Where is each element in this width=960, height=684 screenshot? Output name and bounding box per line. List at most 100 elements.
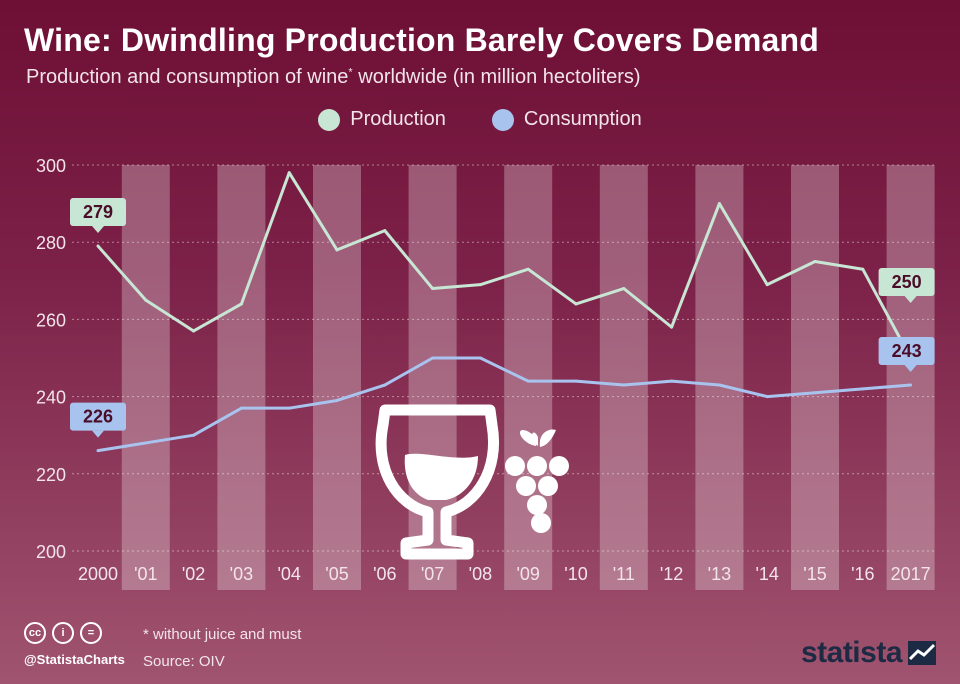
data-point bbox=[192, 433, 196, 437]
data-point bbox=[239, 302, 243, 306]
data-point bbox=[765, 283, 769, 287]
legend-swatch-production bbox=[318, 108, 341, 131]
data-point bbox=[526, 267, 530, 271]
data-point bbox=[813, 260, 817, 263]
data-point bbox=[478, 283, 482, 287]
x-tick-label: '01 bbox=[134, 564, 157, 584]
attribution-icon: i bbox=[52, 622, 74, 644]
value-callout: 279 bbox=[70, 198, 126, 234]
year-stripe bbox=[695, 165, 744, 590]
callout-pointer bbox=[904, 365, 917, 373]
value-callout: 250 bbox=[878, 268, 935, 303]
data-point bbox=[813, 391, 817, 395]
x-tick-label: '10 bbox=[564, 564, 587, 584]
data-point bbox=[287, 171, 291, 175]
statista-logo[interactable]: statista bbox=[801, 636, 936, 670]
x-axis-ticks: 2000 '01 '02 '03 '04 '05 '06 '07 '08 '09 '10 '11 '12… bbox=[78, 564, 931, 584]
x-tick-label: '14 bbox=[755, 564, 778, 584]
social-handle[interactable]: @StatistaCharts bbox=[24, 652, 125, 667]
data-point bbox=[909, 383, 913, 387]
x-tick-label: '07 bbox=[421, 564, 444, 584]
data-point bbox=[717, 383, 721, 387]
callout-box bbox=[878, 337, 935, 366]
value-callout: 226 bbox=[70, 402, 126, 438]
x-tick-label: '09 bbox=[516, 564, 539, 584]
x-tick-label: '15 bbox=[803, 564, 826, 584]
data-point bbox=[861, 267, 865, 271]
data-point bbox=[861, 387, 865, 391]
data-point bbox=[717, 202, 721, 206]
x-tick-label: '16 bbox=[851, 564, 874, 584]
logo-wordmark: statista bbox=[800, 636, 903, 669]
no-derivatives-icon: = bbox=[80, 622, 102, 644]
legend-label-production: Production bbox=[350, 108, 446, 130]
data-point bbox=[765, 395, 769, 399]
data-point bbox=[335, 248, 339, 252]
x-tick-label: '08 bbox=[469, 564, 492, 584]
x-tick-label: '04 bbox=[277, 564, 300, 584]
y-tick-label: 240 bbox=[36, 388, 66, 408]
y-tick-label: 280 bbox=[36, 233, 66, 253]
data-point bbox=[526, 379, 530, 383]
data-point bbox=[287, 406, 291, 410]
callout-label: 279 bbox=[83, 202, 113, 222]
grapes-icon bbox=[505, 429, 569, 533]
value-callouts: 279 250 226 243 bbox=[70, 198, 935, 438]
chart-subtitle: Production and consumption of wine* worl… bbox=[26, 66, 641, 88]
data-point bbox=[431, 287, 435, 291]
year-stripe bbox=[599, 165, 648, 590]
source-text: Source: OIV bbox=[143, 653, 225, 670]
data-point bbox=[574, 379, 578, 383]
data-point bbox=[622, 287, 626, 291]
callout-pointer bbox=[904, 296, 917, 303]
legend-swatch-consumption bbox=[491, 108, 514, 131]
x-tick-label: '05 bbox=[325, 564, 348, 584]
data-point bbox=[622, 383, 626, 387]
year-stripe bbox=[217, 165, 266, 590]
data-point bbox=[239, 406, 243, 410]
data-point bbox=[96, 244, 100, 248]
year-stripe bbox=[886, 165, 935, 590]
data-point bbox=[144, 441, 148, 445]
series-line-consumption bbox=[97, 356, 911, 453]
data-point bbox=[574, 302, 578, 306]
chart-legend: Production Consumption bbox=[0, 108, 960, 131]
callout-pointer bbox=[92, 226, 104, 234]
x-tick-label: '02 bbox=[182, 564, 205, 584]
y-tick-label: 300 bbox=[36, 156, 66, 176]
x-tick-label: '13 bbox=[708, 564, 731, 584]
callout-box bbox=[70, 198, 126, 227]
data-point bbox=[335, 398, 339, 402]
wine-illustration bbox=[375, 404, 569, 560]
data-point bbox=[383, 383, 387, 387]
legend-label-consumption: Consumption bbox=[523, 108, 642, 130]
y-tick-label: 200 bbox=[36, 542, 66, 562]
footnote: * without juice and must bbox=[143, 626, 302, 643]
year-stripe bbox=[121, 165, 170, 590]
x-tick-label: 2000 bbox=[78, 564, 118, 584]
year-stripe bbox=[313, 165, 361, 590]
data-point bbox=[192, 329, 196, 333]
gridlines bbox=[72, 164, 935, 552]
license-block: cc i = @StatistaCharts bbox=[24, 622, 125, 667]
callout-box bbox=[70, 402, 126, 431]
callout-label: 226 bbox=[83, 407, 113, 427]
data-point bbox=[431, 356, 435, 360]
data-point bbox=[670, 325, 674, 329]
logo-mark-icon bbox=[908, 641, 936, 665]
wine-glass-icon bbox=[375, 404, 499, 560]
y-tick-label: 220 bbox=[36, 465, 66, 485]
legend-item-consumption: Consumption bbox=[491, 108, 642, 131]
data-point bbox=[478, 356, 482, 360]
callout-pointer bbox=[92, 430, 104, 438]
cc-icon: cc bbox=[24, 622, 46, 644]
year-stripe bbox=[791, 165, 839, 590]
license-icons: cc i = bbox=[24, 622, 125, 644]
x-tick-label: 2017 bbox=[891, 564, 931, 584]
callout-box bbox=[878, 268, 935, 296]
y-tick-label: 260 bbox=[36, 310, 66, 330]
x-tick-label: '06 bbox=[373, 564, 396, 584]
x-tick-label: '11 bbox=[613, 564, 635, 584]
y-axis-ticks: 200 220 240 260 280 300 bbox=[36, 156, 66, 562]
alternating-year-stripes bbox=[121, 165, 935, 590]
